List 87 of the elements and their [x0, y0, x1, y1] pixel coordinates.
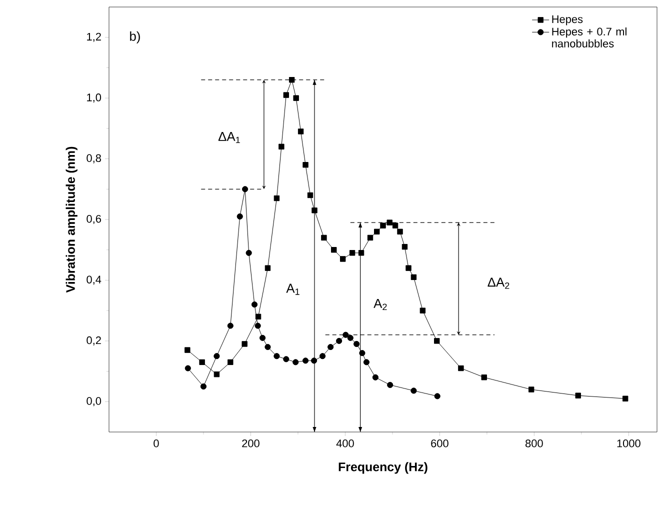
- point: [328, 344, 334, 350]
- point: [386, 220, 392, 226]
- point: [410, 388, 417, 394]
- point: [359, 350, 366, 356]
- point: [302, 358, 309, 364]
- point: [358, 250, 364, 256]
- point: [575, 392, 581, 398]
- point: [402, 244, 408, 250]
- point: [420, 308, 426, 314]
- point: [254, 322, 261, 329]
- annotation: ΔA$_{2}$: [488, 278, 510, 289]
- point: [372, 374, 378, 380]
- x-tick-label: 600: [431, 440, 448, 448]
- y-tick-label: 0,6: [86, 214, 101, 224]
- point: [259, 334, 266, 341]
- point: [246, 250, 252, 256]
- point: [434, 338, 440, 344]
- point: [293, 95, 299, 101]
- point: [242, 341, 248, 347]
- point: [302, 162, 308, 168]
- point: [200, 383, 207, 390]
- point: [227, 322, 234, 329]
- annotation: ΔA$_{1}$: [218, 132, 240, 144]
- x-tick-label: 1000: [617, 440, 640, 448]
- point: [242, 186, 248, 192]
- point: [321, 234, 327, 241]
- point: [283, 356, 290, 362]
- point: [199, 359, 205, 366]
- point: [184, 365, 191, 372]
- point: [406, 265, 412, 271]
- point: [236, 213, 243, 220]
- point: [310, 358, 318, 364]
- point: [434, 393, 440, 400]
- point: [288, 77, 295, 83]
- point: [312, 208, 318, 214]
- point: [331, 247, 337, 253]
- point: [367, 234, 374, 241]
- point: [363, 359, 370, 366]
- point: [214, 371, 220, 378]
- point: [292, 359, 299, 366]
- point: [283, 92, 290, 98]
- point: [349, 250, 356, 256]
- y-tick-label: 0,4: [86, 276, 102, 285]
- legend-label: Hepes: [552, 15, 583, 26]
- point: [251, 301, 258, 308]
- annotation: A$_{1}$: [286, 284, 300, 295]
- y-tick-label: 1,2: [87, 32, 101, 42]
- point: [481, 374, 487, 380]
- point: [336, 338, 342, 344]
- point: [397, 228, 403, 234]
- point: [528, 386, 534, 392]
- x-tick-label: 0: [154, 440, 159, 448]
- x-tick-label: 400: [336, 440, 354, 448]
- point: [387, 382, 394, 388]
- y-tick-label: 0,0: [86, 397, 102, 406]
- point: [307, 192, 314, 198]
- point: [274, 195, 280, 202]
- point: [340, 256, 346, 262]
- legend-label: Hepes + 0.7 ml nanobubbles: [552, 27, 626, 48]
- point: [354, 340, 360, 348]
- point: [255, 314, 262, 320]
- point: [347, 334, 354, 341]
- point: [458, 365, 464, 372]
- y-tick-label: 1,0: [87, 94, 102, 103]
- point: [228, 359, 234, 366]
- point: [622, 396, 628, 402]
- point: [410, 274, 417, 280]
- point: [392, 222, 398, 228]
- y-tick-label: 0,8: [86, 154, 101, 164]
- point: [214, 353, 220, 360]
- point: [264, 344, 271, 350]
- x-tick-label: 800: [526, 440, 543, 448]
- y-tick-label: 0,2: [86, 336, 101, 346]
- point: [374, 228, 380, 234]
- point: [264, 265, 271, 271]
- point: [274, 353, 280, 360]
- point: [298, 128, 304, 134]
- y-axis-title: Vibration amplitude (nm): [66, 146, 78, 293]
- point: [278, 144, 284, 150]
- annotation: A$_{2}$: [374, 298, 387, 310]
- annotation: b): [130, 31, 140, 44]
- point: [184, 347, 190, 353]
- x-tick-label: 200: [242, 440, 260, 448]
- point: [342, 332, 349, 338]
- point: [319, 353, 326, 360]
- point: [380, 222, 386, 228]
- x-axis-title: Frequency (Hz): [338, 462, 428, 474]
